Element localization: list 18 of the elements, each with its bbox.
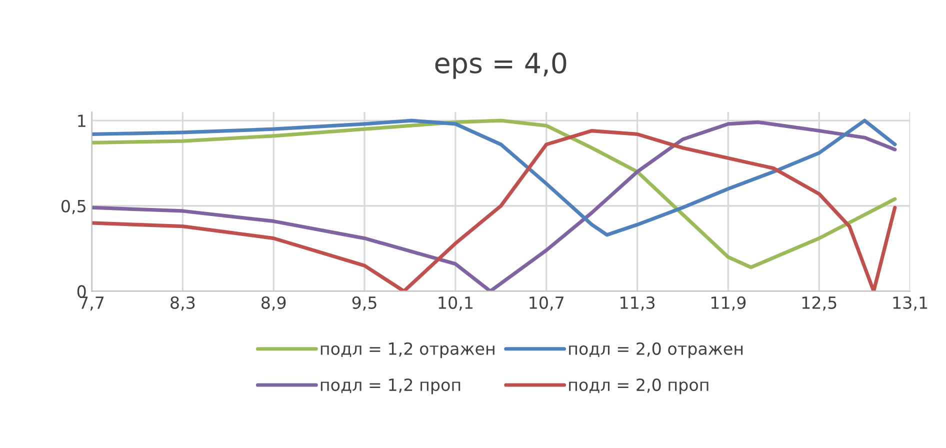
- line-series: [92, 118, 897, 237]
- x-tick-label: 11,3: [620, 296, 655, 311]
- chart-title: eps = 4,0: [435, 52, 566, 79]
- x-tick-label: 10,7: [530, 296, 564, 311]
- x-tick-label: 12,5: [802, 296, 836, 311]
- legend-label: подл = 1,2 отражен: [320, 342, 494, 358]
- x-tick-label: 11,9: [711, 296, 746, 311]
- x-tick-label: 13,1: [893, 296, 928, 311]
- y-tick-label: 0: [77, 285, 86, 298]
- x-tick-label: 10,1: [438, 296, 472, 311]
- legend-label: подл = 2,0 проп: [569, 378, 708, 394]
- legend-label: подл = 2,0 отражен: [569, 342, 743, 358]
- y-tick-label: 0,5: [61, 200, 86, 214]
- x-tick-label: 8,9: [261, 296, 286, 311]
- x-tick-label: 9,5: [352, 296, 376, 311]
- legend-label: подл = 1,2 проп: [320, 378, 460, 394]
- x-tick-label: 8,3: [170, 296, 195, 311]
- y-tick-label: 1: [78, 114, 86, 127]
